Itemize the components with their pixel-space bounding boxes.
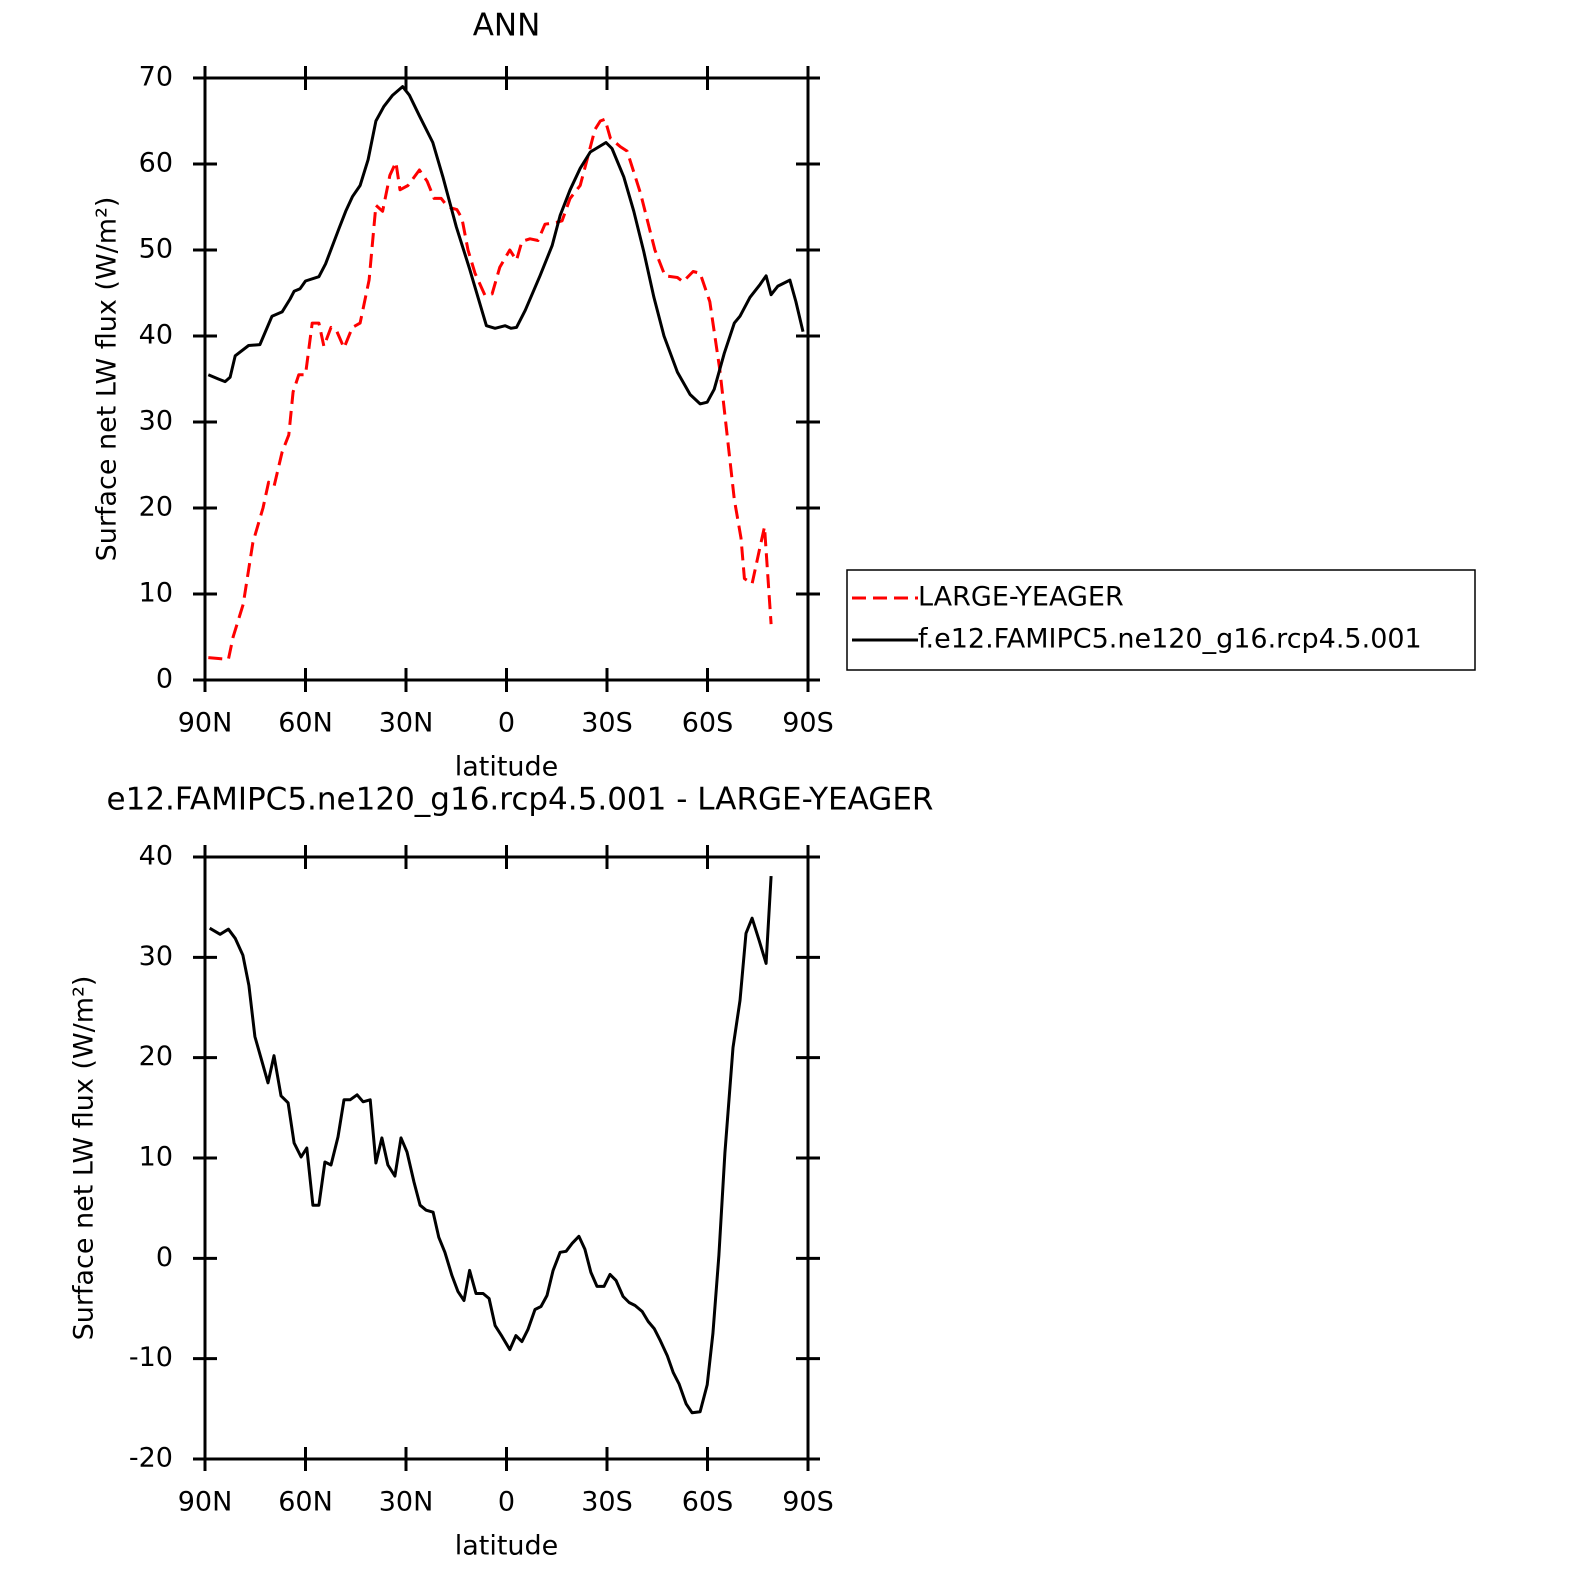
y-tick-label: 20 — [139, 492, 173, 523]
legend-label: LARGE-YEAGER — [918, 582, 1124, 613]
plot-frame — [203, 76, 810, 682]
data-line — [208, 117, 773, 661]
x-tick-label: 90S — [782, 1487, 834, 1518]
y-axis-label: Surface net LW flux (W/m²) — [92, 197, 123, 562]
y-tick-label: 40 — [139, 320, 173, 351]
data-line — [207, 85, 805, 406]
x-tick-label: 90N — [178, 1487, 233, 1518]
x-tick-label: 30S — [581, 708, 633, 739]
x-axis-label: latitude — [455, 752, 559, 783]
y-tick-label: 70 — [139, 62, 173, 93]
legend-box — [846, 569, 1476, 671]
y-tick-label: 30 — [139, 941, 173, 972]
y-axis-label: Surface net LW flux (W/m²) — [69, 976, 100, 1341]
y-tick-label: 50 — [139, 234, 173, 265]
y-tick-label: -10 — [129, 1342, 173, 1373]
legend-label: f.e12.FAMIPC5.ne120_g16.rcp4.5.001 — [918, 624, 1422, 655]
y-tick-label: 60 — [139, 148, 173, 179]
y-tick-label: 0 — [156, 664, 173, 695]
x-tick-label: 30S — [581, 1487, 633, 1518]
y-tick-label: 10 — [139, 1142, 173, 1173]
x-tick-label: 30N — [379, 708, 434, 739]
x-tick-label: 90N — [178, 708, 233, 739]
x-tick-label: 60S — [682, 1487, 734, 1518]
plot-frame — [203, 855, 810, 1461]
chart-title: ANN — [473, 8, 541, 44]
x-axis-label: latitude — [455, 1531, 559, 1562]
x-tick-label: 30N — [379, 1487, 434, 1518]
x-tick-label: 0 — [498, 708, 515, 739]
y-tick-label: 20 — [139, 1041, 173, 1072]
y-tick-label: 30 — [139, 406, 173, 437]
x-tick-label: 60N — [278, 708, 333, 739]
y-tick-label: 10 — [139, 578, 173, 609]
chart-title: e12.FAMIPC5.ne120_g16.rcp4.5.001 - LARGE… — [107, 782, 934, 818]
y-tick-label: -20 — [129, 1443, 173, 1474]
y-tick-label: 0 — [156, 1242, 173, 1273]
x-tick-label: 60S — [682, 708, 734, 739]
x-tick-label: 90S — [782, 708, 834, 739]
x-tick-label: 60N — [278, 1487, 333, 1518]
y-tick-label: 40 — [139, 841, 173, 872]
data-line — [208, 876, 773, 1415]
x-tick-label: 0 — [498, 1487, 515, 1518]
